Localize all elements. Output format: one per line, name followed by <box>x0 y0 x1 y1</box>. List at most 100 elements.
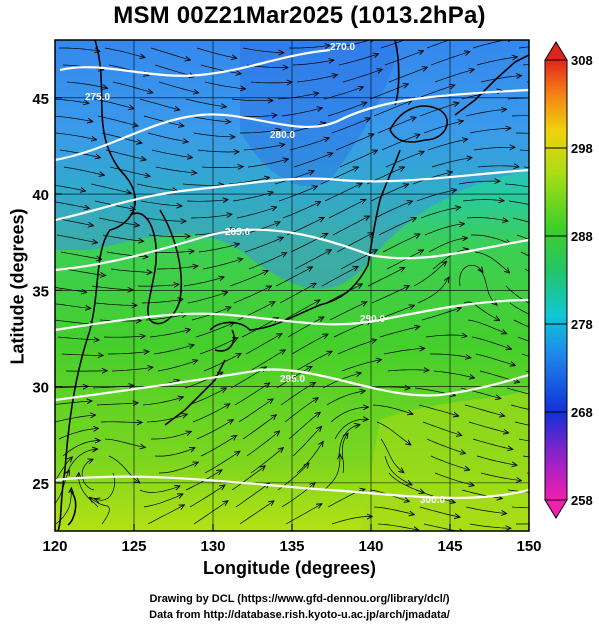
streamline <box>338 54 378 66</box>
streamline <box>146 414 187 423</box>
contour-label: 295.0 <box>280 374 305 385</box>
streamline <box>434 472 474 485</box>
x-tick-label: 150 <box>516 538 541 555</box>
streamline <box>55 386 88 388</box>
streamline <box>323 454 340 491</box>
streamline <box>373 506 414 515</box>
colorbar-tick-label: 288 <box>571 229 593 244</box>
streamline <box>372 404 413 414</box>
streamline <box>465 109 506 117</box>
streamline <box>243 144 284 151</box>
streamline <box>111 367 153 372</box>
streamline <box>55 184 85 191</box>
streamline <box>423 523 464 531</box>
streamline <box>139 98 179 110</box>
streamline <box>459 264 483 287</box>
streamline <box>511 115 529 117</box>
streamline <box>336 233 373 253</box>
colorbar-tick-label: 268 <box>571 405 593 420</box>
streamline <box>60 251 101 259</box>
x-tick-label: 120 <box>42 538 67 555</box>
streamline <box>285 504 322 525</box>
streamline <box>465 506 506 514</box>
streamline <box>376 421 411 445</box>
streamline <box>514 421 529 426</box>
streamline <box>412 172 452 185</box>
streamline <box>229 271 268 287</box>
streamline <box>103 336 145 337</box>
streamline <box>374 201 412 219</box>
streamline <box>419 103 459 117</box>
streamline <box>139 486 180 493</box>
streamline <box>474 251 509 273</box>
streamline <box>105 149 146 160</box>
streamline <box>143 494 183 508</box>
streamline <box>184 372 223 389</box>
streamline <box>151 149 192 158</box>
streamline <box>415 85 454 100</box>
streamline <box>102 234 143 241</box>
y-tick-label: 30 <box>32 380 49 397</box>
streamline <box>55 470 69 505</box>
streamline <box>55 132 96 140</box>
streamline <box>384 455 412 485</box>
streamline <box>153 345 194 355</box>
y-axis-ticks: 25 30 35 40 45 <box>32 91 62 493</box>
streamline <box>466 217 508 222</box>
streamline <box>201 167 243 168</box>
streamline <box>55 488 71 525</box>
streamline <box>195 323 234 338</box>
streamline <box>511 506 529 509</box>
streamline <box>341 360 381 372</box>
streamline <box>287 317 324 338</box>
streamline <box>59 48 100 51</box>
streamline <box>516 132 529 134</box>
streamline <box>285 123 326 134</box>
isotherms <box>55 48 529 500</box>
streamline <box>370 184 408 202</box>
streamline <box>203 354 241 372</box>
streamline <box>384 51 423 66</box>
streamline <box>509 302 529 315</box>
streamline <box>518 46 529 49</box>
streamline <box>190 214 232 219</box>
streamline <box>142 397 183 406</box>
streamline <box>81 459 94 491</box>
streamline <box>512 217 529 223</box>
streamline <box>426 438 465 453</box>
streamline <box>472 40 513 49</box>
streamline <box>423 121 463 134</box>
streamline <box>152 251 194 252</box>
streamline <box>476 455 517 465</box>
streamline <box>199 338 238 355</box>
colorbar-ticks: 258 268 278 288 298 308 <box>545 53 593 508</box>
streamline <box>413 262 446 287</box>
streamline <box>150 47 190 60</box>
streamline <box>276 367 312 389</box>
y-tick-label: 45 <box>32 91 49 108</box>
streamline <box>434 69 474 83</box>
streamline <box>323 87 363 100</box>
streamline <box>328 200 365 219</box>
streamline <box>516 234 529 240</box>
streamline <box>334 419 368 440</box>
streamline <box>279 283 316 304</box>
streamline <box>95 472 116 500</box>
streamline <box>157 360 197 372</box>
streamline <box>342 434 347 474</box>
streamline <box>55 457 72 482</box>
streamline <box>295 351 332 372</box>
contour-label: 285.0 <box>225 227 250 238</box>
streamline <box>517 336 529 342</box>
streamline <box>519 149 529 152</box>
streamline <box>325 284 362 304</box>
streamline <box>234 383 269 406</box>
contour-label: 275.0 <box>85 92 110 103</box>
streamline <box>331 118 370 134</box>
streamline <box>427 139 467 151</box>
streamline <box>293 153 332 168</box>
colorbar-tick-label: 278 <box>571 317 593 332</box>
streamline <box>158 462 198 474</box>
streamline <box>420 207 460 219</box>
streamline <box>242 47 284 53</box>
